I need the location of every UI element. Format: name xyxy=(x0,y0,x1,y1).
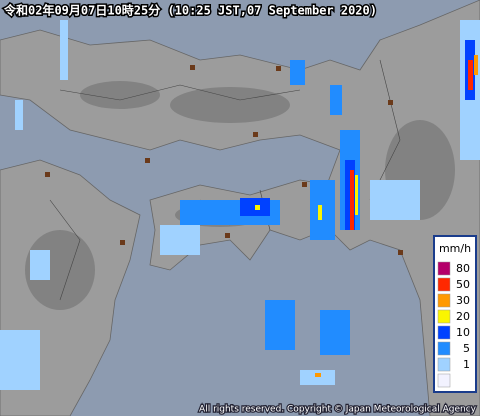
legend-label: 50 xyxy=(456,278,470,291)
legend-label: 30 xyxy=(456,294,470,307)
legend-unit: mm/h xyxy=(439,242,471,255)
legend-swatch xyxy=(437,373,451,388)
legend-label: 1 xyxy=(463,358,470,371)
copyright: All rights reserved. Copyright © Japan M… xyxy=(199,405,477,415)
map-title: 令和02年09月07日10時25分 (10:25 JST,07 Septembe… xyxy=(3,3,377,18)
legend-swatch xyxy=(437,341,451,356)
rain xyxy=(0,20,480,390)
legend-label: 5 xyxy=(463,342,470,355)
legend-swatch xyxy=(437,357,451,372)
legend-swatch xyxy=(437,261,451,276)
legend-swatch xyxy=(437,293,451,308)
legend-label: 20 xyxy=(456,310,470,323)
legend: mm/h 80 50 30 20 10 5 1 xyxy=(433,235,477,393)
legend-swatch xyxy=(437,277,451,292)
cities xyxy=(45,65,403,255)
legend-label: 10 xyxy=(456,326,470,339)
legend-label: 80 xyxy=(456,262,470,275)
legend-swatch xyxy=(437,325,451,340)
legend-swatch xyxy=(437,309,451,324)
